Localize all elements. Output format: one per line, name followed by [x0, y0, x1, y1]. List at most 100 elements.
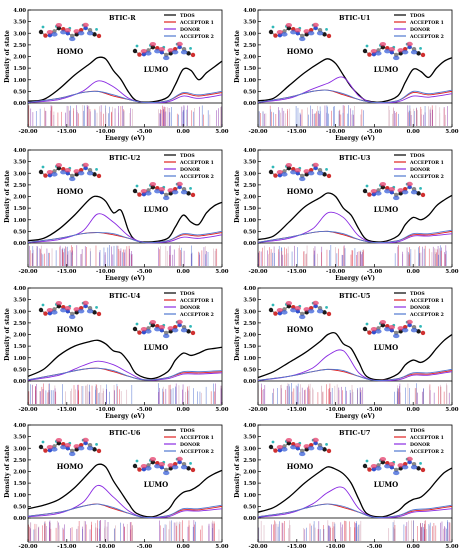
molecule-atom — [268, 444, 274, 450]
orbital-lobe — [401, 49, 409, 55]
legend-label: ACCEPTOR 1 — [179, 20, 214, 26]
x-tick-label: -20.00 — [18, 544, 37, 550]
chart-title: BTIC-U4 — [109, 292, 141, 300]
series-line-acceptor-2 — [257, 229, 453, 244]
x-tick-label: -5.00 — [137, 269, 153, 275]
legend-label: ACCEPTOR 2 — [179, 174, 214, 180]
orbital-lobe — [294, 168, 301, 173]
lumo-orbital-image — [362, 181, 426, 201]
x-tick-label: -15.00 — [287, 544, 306, 550]
orbital-lobe — [171, 327, 179, 333]
x-tick-label: -5.00 — [367, 407, 383, 413]
orbital-lobe — [46, 30, 54, 35]
orbital-lobe — [406, 319, 413, 325]
molecule-atom — [186, 191, 191, 196]
legend-label: ACCEPTOR 2 — [409, 174, 444, 180]
legend-label: DONOR — [410, 442, 430, 448]
legend-label: TDOS — [410, 428, 425, 434]
x-tick-label: -15.00 — [57, 407, 76, 413]
y-tick-label: 1.00 — [243, 78, 256, 84]
x-axis-label: Energy (eV) — [335, 413, 375, 420]
orbital-lobe — [171, 49, 179, 55]
legend-label: DONOR — [180, 167, 200, 173]
y-tick-label: 3.00 — [13, 446, 26, 452]
molecule-atom — [41, 165, 45, 169]
orbital-lobe — [180, 50, 188, 55]
x-tick-label: -5.00 — [367, 544, 383, 550]
molecule-atom — [190, 52, 196, 58]
molecule-atom — [41, 440, 45, 444]
molecule-atom — [135, 184, 139, 188]
homo-orbital-image — [268, 300, 332, 320]
eigenvalue-sticks — [257, 383, 450, 404]
x-tick-label: 5.00 — [445, 129, 458, 135]
chart-title: BTIC-U2 — [109, 154, 140, 162]
series-line-donor — [27, 360, 223, 381]
molecule-atom — [273, 33, 278, 38]
molecule-atom — [132, 48, 138, 54]
molecule-atom — [367, 192, 372, 197]
y-tick-label: 2.00 — [13, 470, 26, 476]
y-axis-label: Density of state — [4, 170, 11, 223]
molecule-atom — [38, 307, 44, 313]
x-tick-label: -15.00 — [57, 544, 76, 550]
orbital-lobe — [86, 446, 94, 451]
molecule-atom — [186, 51, 191, 56]
lumo-orbital-image — [132, 456, 196, 476]
legend-label: DONOR — [410, 27, 430, 33]
series-line-donor — [257, 486, 453, 519]
molecule-atom — [365, 322, 369, 326]
orbital-lobe — [64, 443, 71, 448]
x-axis-label: Energy (eV) — [335, 275, 375, 282]
molecule-atom — [273, 448, 278, 453]
orbital-lobe — [393, 333, 400, 339]
y-tick-label: 2.00 — [243, 333, 256, 339]
molecule-atom — [362, 326, 368, 332]
y-tick-label: 4.00 — [243, 423, 256, 429]
x-tick-label: 0.00 — [407, 407, 420, 413]
molecule-atom — [137, 330, 142, 335]
orbital-lobe — [281, 310, 288, 315]
legend-label: TDOS — [180, 428, 195, 434]
plot-frame — [27, 9, 223, 104]
molecule-atom — [362, 463, 368, 469]
lumo-label: LUMO — [374, 205, 399, 214]
homo-label: HOMO — [57, 187, 84, 196]
molecule-atom — [95, 27, 98, 31]
legend-label: TDOS — [410, 13, 425, 19]
chart-panel: 0.00 0.50 1.00 1.50 2.00 2.50 3.00 3.50 4.00 Dens… — [234, 148, 459, 282]
x-tick-label: -10.00 — [96, 129, 115, 135]
molecule-atom — [420, 192, 426, 198]
orbital-lobe — [163, 470, 170, 476]
chart-panel: 0.00 0.50 1.00 1.50 2.00 2.50 3.00 3.50 4.00 Dens… — [234, 286, 459, 420]
x-tick-label: -5.00 — [367, 129, 383, 135]
orbital-lobe — [69, 36, 76, 42]
orbital-lobe — [145, 191, 152, 196]
molecule-atom — [186, 466, 191, 471]
molecule-atom — [190, 192, 196, 198]
orbital-lobe — [375, 329, 382, 334]
orbital-lobe — [145, 51, 152, 56]
orbital-lobe — [410, 328, 418, 333]
orbital-lobe — [149, 181, 157, 187]
y-tick-label: 0.00 — [243, 379, 256, 385]
orbital-lobe — [46, 170, 54, 175]
series-line-acceptor-1 — [27, 90, 223, 104]
molecule-atom — [92, 447, 97, 452]
series-line-tdos — [27, 195, 223, 243]
orbital-lobe — [379, 456, 387, 462]
orbital-lobe — [410, 190, 418, 195]
plot-frame — [27, 424, 223, 519]
orbital-lobe — [370, 327, 378, 332]
eigenvalue-sticks — [258, 105, 448, 126]
homo-orbital-image — [268, 437, 332, 457]
orbital-lobe — [145, 466, 152, 471]
x-tick-label: -15.00 — [57, 129, 76, 135]
y-tick-label: 3.50 — [13, 298, 26, 304]
orbital-lobe — [64, 28, 71, 33]
y-tick-label: 0.50 — [243, 504, 256, 510]
x-tick-label: -20.00 — [18, 269, 37, 275]
chart-panel: 0.00 0.50 1.00 1.50 2.00 2.50 3.00 3.50 4.00 Dens… — [4, 286, 229, 420]
orbital-lobe — [285, 22, 293, 28]
orbital-lobe — [388, 187, 395, 192]
